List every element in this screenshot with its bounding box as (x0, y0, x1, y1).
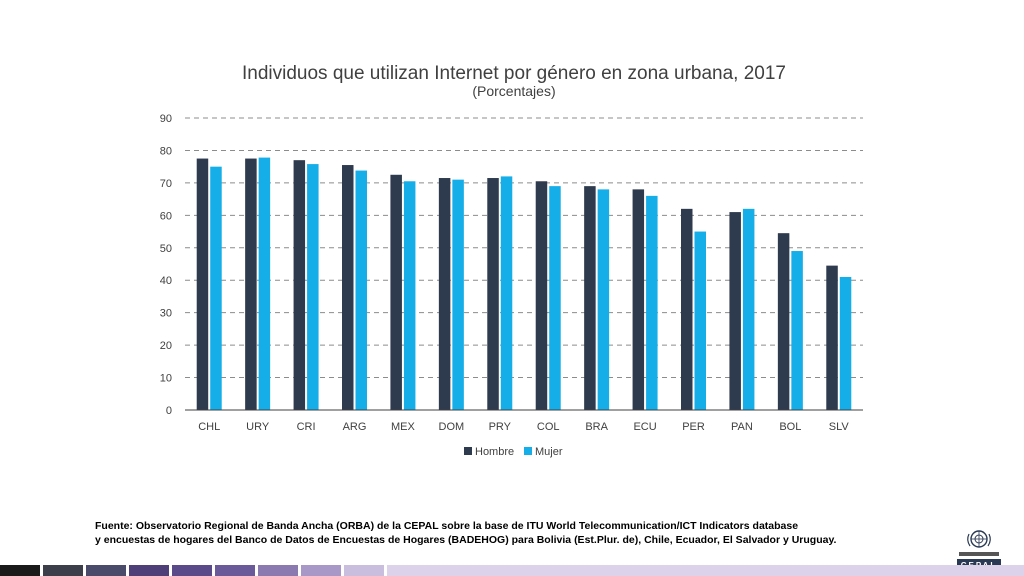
legend-label-mujer: Mujer (535, 446, 563, 458)
y-tick-label: 30 (160, 308, 172, 320)
y-tick-label: 60 (160, 210, 172, 222)
x-tick-label: BOL (779, 421, 801, 433)
legend-swatch-hombre (464, 447, 472, 455)
x-tick-label: SLV (829, 421, 850, 433)
bar-hombre-per (681, 208, 693, 410)
bar-hombre-mex (390, 174, 402, 410)
source-note: Fuente: Observatorio Regional de Banda A… (95, 519, 935, 547)
bar-hombre-slv (826, 265, 838, 410)
logo-subtext-bar (959, 552, 999, 556)
bar-hombre-cri (293, 160, 306, 410)
bar-hombre-arg (342, 165, 354, 410)
y-tick-label: 80 (160, 145, 172, 157)
x-tick-label: PRY (489, 421, 512, 433)
bar-mujer-dom (452, 179, 464, 410)
bar-mujer-chl (210, 166, 222, 410)
chart-title: Individuos que utilizan Internet por gén… (242, 63, 786, 84)
bar-hombre-bra (584, 186, 596, 410)
bar-hombre-dom (438, 178, 451, 410)
x-tick-label: PER (682, 421, 705, 433)
bar-mujer-slv (839, 276, 852, 410)
chart-subtitle: (Porcentajes) (472, 83, 555, 99)
footer-segment (344, 565, 384, 576)
x-tick-label: URY (246, 421, 270, 433)
x-axis-ticks: CHL URY CRI ARG MEX DOM PRY COL BRA ECU PER PAN BOL S… (198, 421, 849, 433)
y-tick-label: 0 (166, 405, 172, 417)
y-tick-label: 70 (160, 178, 172, 190)
y-tick-label: 10 (160, 373, 172, 385)
bar-mujer-pan (742, 208, 755, 410)
x-tick-label: MEX (391, 421, 416, 433)
chart: Individuos que utilizan Internet por gén… (160, 63, 863, 458)
footer-segment (172, 565, 212, 576)
bar-mujer-pry (500, 176, 513, 410)
bar-hombre-pan (729, 212, 741, 410)
bar-hombre-col (535, 181, 548, 410)
legend-swatch-mujer (524, 447, 532, 455)
bar-mujer-bra (597, 189, 610, 410)
x-tick-label: COL (537, 421, 560, 433)
y-tick-label: 50 (160, 243, 172, 255)
bar-mujer-arg (355, 170, 367, 410)
x-tick-label: ECU (633, 421, 656, 433)
bars (196, 157, 852, 410)
x-tick-label: CHL (198, 421, 220, 433)
legend-label-hombre: Hombre (475, 446, 514, 458)
y-tick-label: 20 (160, 340, 172, 352)
footer-segment (0, 565, 40, 576)
source-line-2: y encuestas de hogares del Banco de Dato… (95, 534, 837, 546)
x-tick-label: PAN (731, 421, 753, 433)
bar-mujer-mex (403, 181, 416, 410)
y-axis-ticks: 0 10 20 30 40 50 60 70 80 90 (160, 113, 172, 417)
footer-segment (86, 565, 126, 576)
bar-mujer-cri (307, 164, 319, 410)
y-tick-label: 40 (160, 275, 172, 287)
gridlines (185, 117, 863, 379)
footer-segment (215, 565, 255, 576)
bar-mujer-col (549, 186, 561, 410)
bar-hombre-bol (777, 233, 790, 410)
footer-segment (301, 565, 341, 576)
bar-hombre-pry (487, 178, 499, 410)
footer-segment (129, 565, 169, 576)
x-tick-label: DOM (439, 421, 465, 433)
bar-mujer-per (694, 231, 706, 410)
x-tick-label: ARG (343, 421, 367, 433)
bar-hombre-chl (196, 158, 209, 410)
legend: Hombre Mujer (464, 446, 563, 458)
footer-segment (258, 565, 298, 576)
source-line-1: Fuente: Observatorio Regional de Banda A… (95, 520, 799, 532)
footer-segment (387, 565, 1024, 576)
bar-mujer-bol (791, 251, 803, 410)
bar-hombre-ury (245, 158, 257, 410)
y-tick-label: 90 (160, 113, 172, 125)
x-tick-label: BRA (585, 421, 608, 433)
un-emblem-icon (967, 530, 991, 548)
bar-hombre-ecu (632, 189, 645, 410)
x-tick-label: CRI (297, 421, 316, 433)
footer-segment (43, 565, 83, 576)
bar-mujer-ury (258, 157, 271, 410)
bar-mujer-ecu (646, 195, 658, 410)
